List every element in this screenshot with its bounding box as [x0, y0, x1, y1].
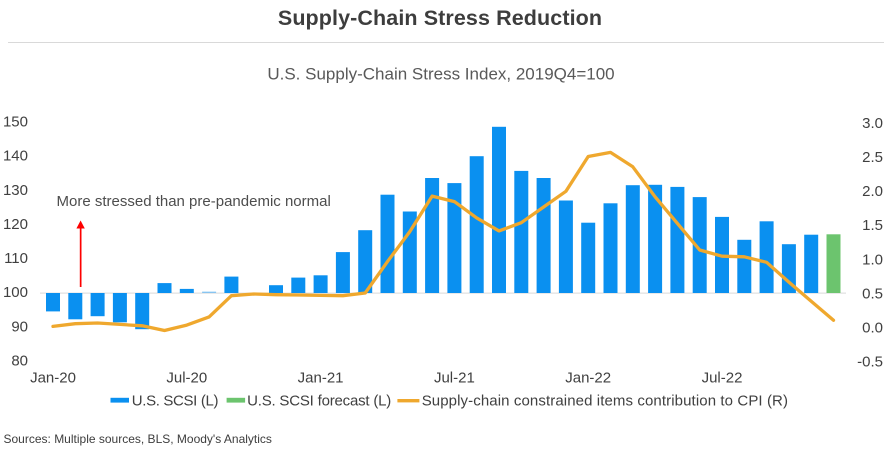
- svg-text:Sources: Multiple sources, BLS: Sources: Multiple sources, BLS, Moody's …: [4, 432, 272, 446]
- svg-text:140: 140: [3, 148, 28, 165]
- svg-text:2.0: 2.0: [862, 183, 883, 200]
- svg-text:110: 110: [4, 250, 28, 267]
- svg-text:0.5: 0.5: [862, 285, 883, 302]
- svg-text:120: 120: [3, 216, 28, 233]
- svg-text:Jul-20: Jul-20: [166, 370, 207, 387]
- svg-text:U.S. Supply-Chain Stress Index: U.S. Supply-Chain Stress Index, 2019Q4=1…: [267, 65, 614, 84]
- svg-text:1.0: 1.0: [862, 251, 883, 268]
- svg-text:80: 80: [11, 352, 28, 369]
- svg-text:2.5: 2.5: [862, 149, 883, 166]
- svg-text:100: 100: [3, 284, 28, 301]
- svg-text:0.0: 0.0: [862, 320, 883, 337]
- svg-text:3.0: 3.0: [862, 115, 883, 132]
- svg-text:-0.5: -0.5: [857, 354, 883, 371]
- svg-text:U.S. SCSI forecast (L): U.S. SCSI forecast (L): [247, 393, 391, 410]
- svg-text:Supply-chain constrained items: Supply-chain constrained items contribut…: [422, 393, 788, 410]
- svg-text:150: 150: [3, 114, 28, 131]
- svg-text:Jan-22: Jan-22: [565, 370, 611, 387]
- svg-text:90: 90: [11, 318, 28, 335]
- svg-text:More stressed than pre-pandemi: More stressed than pre-pandemic normal: [57, 193, 331, 210]
- svg-text:Jul-21: Jul-21: [434, 370, 475, 387]
- svg-text:130: 130: [3, 182, 28, 199]
- svg-text:Jan-20: Jan-20: [30, 370, 76, 387]
- svg-text:U.S. SCSI (L): U.S. SCSI (L): [132, 393, 219, 410]
- svg-text:Jul-22: Jul-22: [702, 370, 743, 387]
- svg-text:1.5: 1.5: [862, 217, 883, 234]
- svg-text:Supply-Chain Stress Reduction: Supply-Chain Stress Reduction: [278, 6, 602, 30]
- svg-text:Jan-21: Jan-21: [298, 370, 344, 387]
